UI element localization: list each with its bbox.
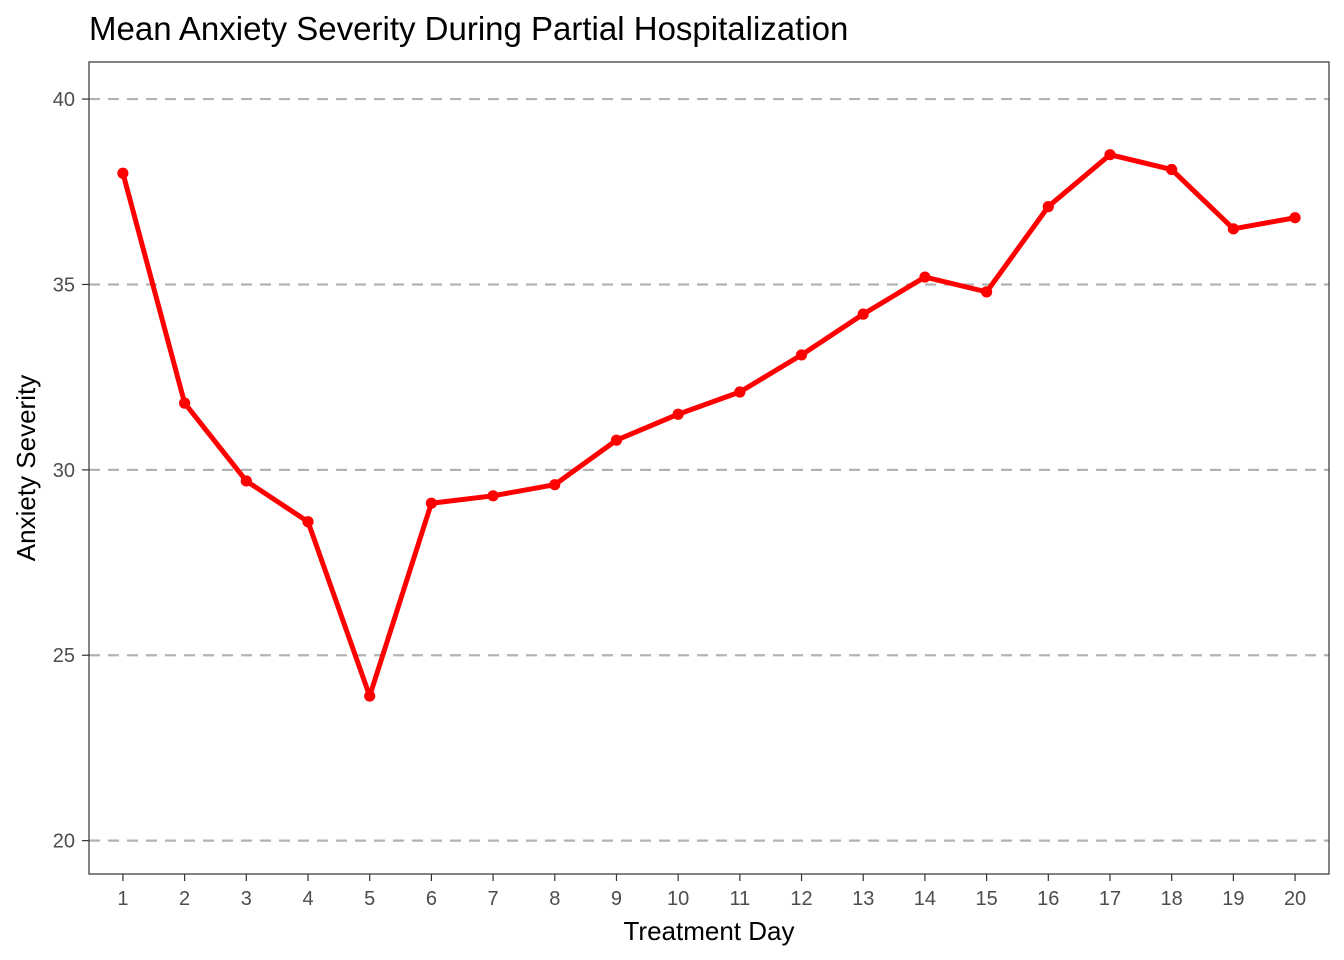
data-point-day-11: [734, 386, 746, 398]
data-point-day-12: [795, 349, 808, 361]
x-tick-label-9: 9: [611, 888, 622, 910]
x-tick-label-20: 20: [1284, 888, 1306, 910]
y-tick-label-30: 30: [53, 460, 75, 482]
data-point-day-13: [857, 308, 869, 320]
data-point-day-18: [1166, 163, 1178, 176]
data-point-day-7: [487, 490, 499, 502]
data-point-day-15: [981, 286, 993, 298]
data-point-day-9: [610, 434, 623, 446]
x-axis: 1 2 3 4 5 6 7 8 9 10 11 12 13 14 15 16 17 18 19 20: [117, 874, 1306, 910]
x-tick-label-18: 18: [1161, 888, 1183, 910]
y-axis-title: Anxiety Severity: [11, 375, 41, 561]
data-point-day-4: [302, 516, 314, 528]
y-tick-label-35: 35: [53, 274, 75, 296]
y-tick-label-20: 20: [53, 831, 75, 853]
x-tick-label-11: 11: [729, 888, 750, 910]
data-point-day-5: [364, 690, 376, 702]
x-tick-label-6: 6: [426, 888, 437, 910]
series-line: [120, 152, 1298, 699]
x-tick-label-4: 4: [302, 888, 313, 910]
x-tick-label-14: 14: [914, 888, 936, 910]
y-axis: 20 25 30 35 40: [53, 89, 89, 853]
x-tick-label-19: 19: [1222, 888, 1244, 910]
data-point-day-2: [179, 397, 191, 409]
data-point-day-6: [425, 497, 437, 509]
data-point-day-10: [672, 408, 684, 420]
chart-title: Mean Anxiety Severity During Partial Hos…: [89, 10, 848, 47]
data-point-day-3: [240, 475, 252, 487]
data-point-day-16: [1042, 201, 1054, 213]
x-tick-label-13: 13: [852, 888, 874, 910]
x-tick-label-5: 5: [364, 888, 375, 910]
x-tick-label-2: 2: [179, 888, 190, 910]
data-point-day-1: [117, 167, 129, 179]
plot-panel: [88, 61, 1330, 875]
x-tick-label-12: 12: [790, 888, 812, 910]
data-point-day-17: [1104, 149, 1116, 161]
x-tick-label-7: 7: [488, 888, 499, 910]
data-points: [117, 149, 1301, 702]
data-point-day-20: [1289, 212, 1301, 224]
x-tick-label-10: 10: [667, 888, 689, 910]
x-tick-label-15: 15: [975, 888, 997, 910]
x-tick-label-16: 16: [1037, 888, 1059, 910]
x-axis-title: Treatment Day: [624, 916, 795, 946]
data-point-day-19: [1227, 223, 1239, 235]
y-tick-label-40: 40: [53, 89, 75, 111]
x-tick-label-17: 17: [1099, 888, 1121, 910]
x-tick-label-3: 3: [241, 888, 252, 910]
data-point-day-8: [549, 479, 561, 491]
y-gridlines: [89, 97, 1329, 842]
y-tick-label-25: 25: [53, 645, 75, 667]
data-point-day-14: [919, 271, 931, 283]
x-tick-label-8: 8: [549, 888, 560, 910]
x-tick-label-1: 1: [117, 888, 128, 910]
